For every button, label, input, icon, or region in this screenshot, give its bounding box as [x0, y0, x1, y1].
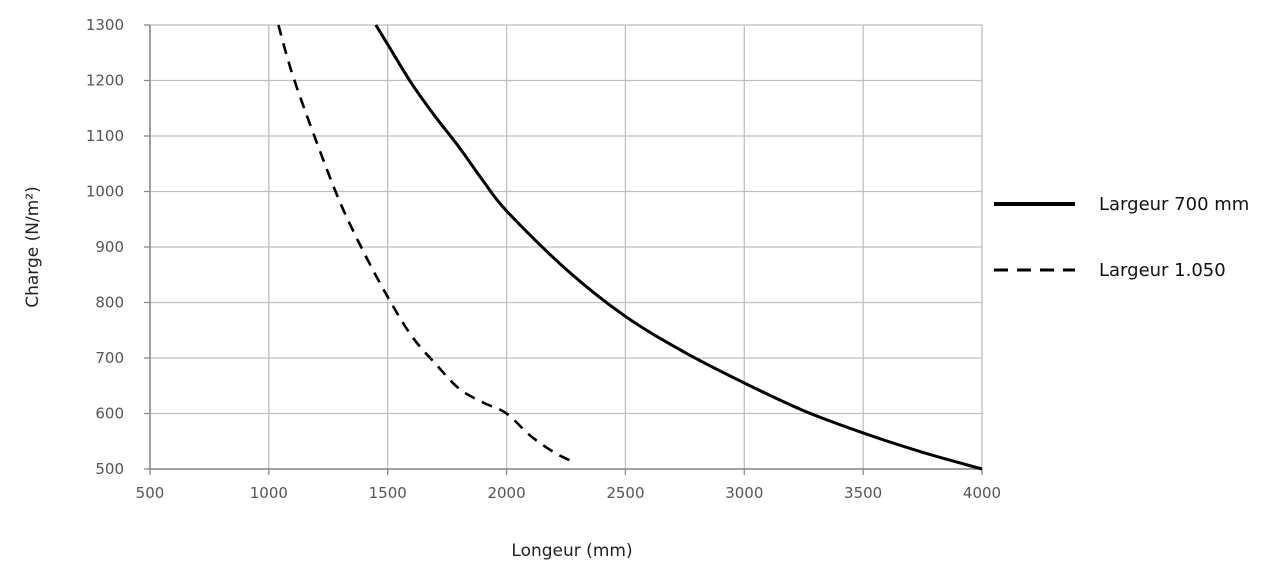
y-tick-label: 500 — [95, 460, 124, 478]
x-axis-label: Longeur (mm) — [511, 541, 632, 561]
y-tick-label: 700 — [95, 349, 124, 367]
series-lines — [277, 24, 983, 471]
y-tick-labels: 500 600 700 800 900 1000 1100 1200 1300 — [86, 16, 124, 478]
y-tick-label: 1300 — [86, 16, 124, 34]
x-tick-label: 3500 — [844, 484, 882, 502]
legend-label-largeur-1050: Largeur 1.050 — [1099, 260, 1226, 281]
x-tick-label: 1500 — [369, 484, 407, 502]
x-tick-label: 2500 — [606, 484, 644, 502]
legend: Largeur 700 mm Largeur 1.050 — [994, 194, 1249, 281]
y-tick-label: 800 — [95, 294, 124, 312]
y-tick-label: 1000 — [86, 183, 124, 201]
grid — [149, 24, 983, 470]
series-line-largeur-700 — [374, 24, 983, 471]
y-tick-label: 1100 — [86, 127, 124, 145]
x-tick-label: 500 — [136, 484, 165, 502]
y-tick-label: 1200 — [86, 72, 124, 90]
y-axis-label: Charge (N/m²) — [23, 186, 43, 308]
x-tick-label: 1000 — [250, 484, 288, 502]
series-line-largeur-1050 — [277, 24, 572, 462]
x-tick-labels: 500 1000 1500 2000 2500 3000 3500 4000 — [136, 484, 1001, 502]
y-tick-label: 600 — [95, 405, 124, 423]
x-tick-label: 2000 — [487, 484, 525, 502]
x-tick-label: 4000 — [963, 484, 1001, 502]
legend-label-largeur-700: Largeur 700 mm — [1099, 194, 1249, 215]
y-tick-label: 900 — [95, 238, 124, 256]
x-tick-label: 3000 — [725, 484, 763, 502]
axes — [144, 24, 983, 475]
